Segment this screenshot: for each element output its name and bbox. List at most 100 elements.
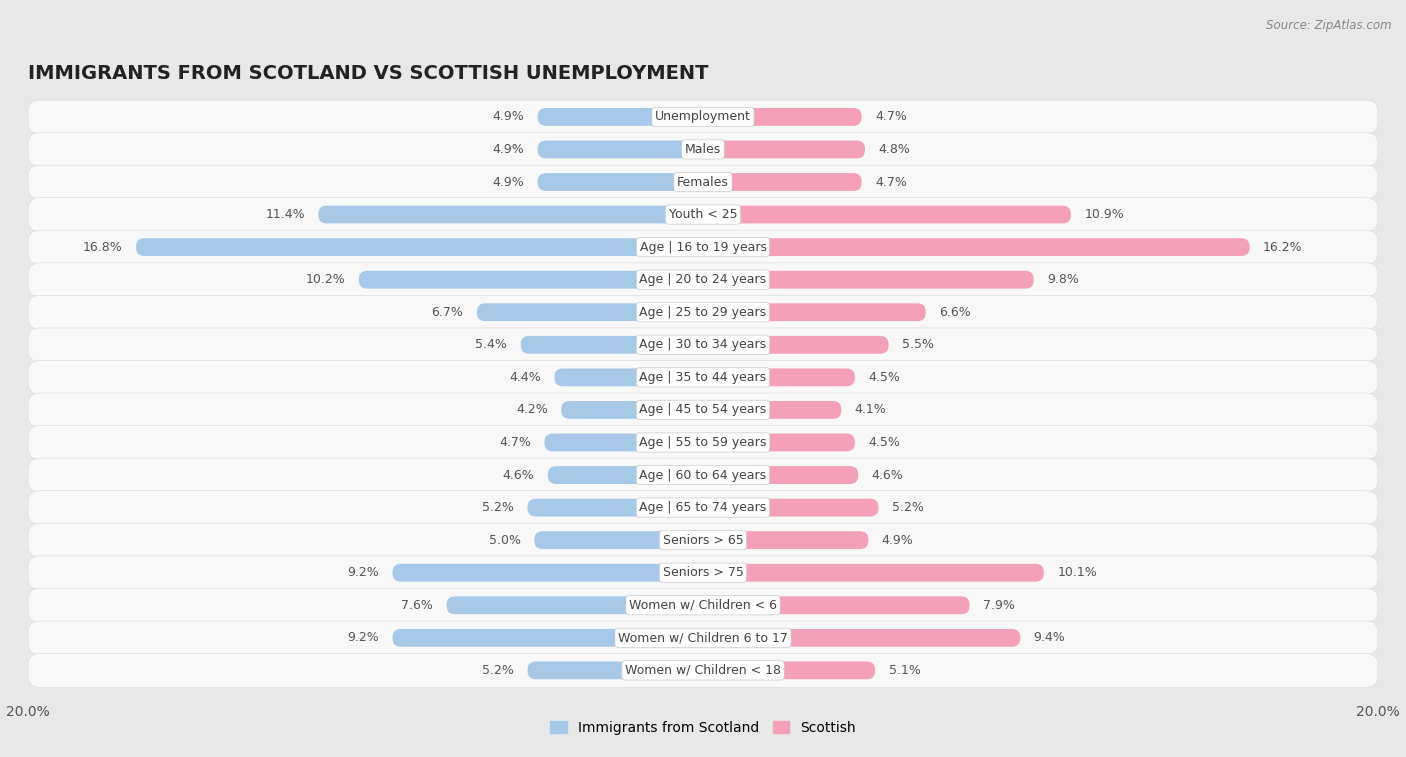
Text: 10.9%: 10.9% bbox=[1084, 208, 1123, 221]
Text: 4.1%: 4.1% bbox=[855, 403, 887, 416]
FancyBboxPatch shape bbox=[703, 173, 862, 191]
FancyBboxPatch shape bbox=[527, 499, 703, 516]
Text: 4.6%: 4.6% bbox=[502, 469, 534, 481]
FancyBboxPatch shape bbox=[28, 100, 1378, 134]
FancyBboxPatch shape bbox=[703, 434, 855, 451]
Text: Women w/ Children < 18: Women w/ Children < 18 bbox=[626, 664, 780, 677]
FancyBboxPatch shape bbox=[28, 198, 1378, 232]
FancyBboxPatch shape bbox=[703, 564, 1043, 581]
FancyBboxPatch shape bbox=[527, 662, 703, 679]
Text: 5.5%: 5.5% bbox=[903, 338, 934, 351]
FancyBboxPatch shape bbox=[28, 556, 1378, 590]
Text: 9.2%: 9.2% bbox=[347, 566, 380, 579]
Text: 16.8%: 16.8% bbox=[83, 241, 122, 254]
FancyBboxPatch shape bbox=[28, 588, 1378, 622]
Text: 4.9%: 4.9% bbox=[492, 111, 524, 123]
FancyBboxPatch shape bbox=[28, 425, 1378, 459]
FancyBboxPatch shape bbox=[703, 238, 1250, 256]
Text: Age | 60 to 64 years: Age | 60 to 64 years bbox=[640, 469, 766, 481]
Text: 5.2%: 5.2% bbox=[891, 501, 924, 514]
Text: 4.9%: 4.9% bbox=[492, 176, 524, 188]
FancyBboxPatch shape bbox=[703, 531, 869, 549]
FancyBboxPatch shape bbox=[703, 271, 1033, 288]
Text: 10.2%: 10.2% bbox=[305, 273, 346, 286]
FancyBboxPatch shape bbox=[703, 141, 865, 158]
Text: Age | 16 to 19 years: Age | 16 to 19 years bbox=[640, 241, 766, 254]
Text: 9.2%: 9.2% bbox=[347, 631, 380, 644]
FancyBboxPatch shape bbox=[392, 629, 703, 646]
FancyBboxPatch shape bbox=[136, 238, 703, 256]
FancyBboxPatch shape bbox=[447, 597, 703, 614]
FancyBboxPatch shape bbox=[28, 165, 1378, 199]
Text: Youth < 25: Youth < 25 bbox=[669, 208, 737, 221]
FancyBboxPatch shape bbox=[537, 173, 703, 191]
Text: 11.4%: 11.4% bbox=[266, 208, 305, 221]
Text: 4.8%: 4.8% bbox=[879, 143, 910, 156]
Text: 5.2%: 5.2% bbox=[482, 501, 515, 514]
Text: 4.9%: 4.9% bbox=[492, 143, 524, 156]
Text: 4.6%: 4.6% bbox=[872, 469, 904, 481]
Text: 7.6%: 7.6% bbox=[401, 599, 433, 612]
Text: Seniors > 75: Seniors > 75 bbox=[662, 566, 744, 579]
Text: 6.6%: 6.6% bbox=[939, 306, 972, 319]
FancyBboxPatch shape bbox=[703, 304, 925, 321]
FancyBboxPatch shape bbox=[548, 466, 703, 484]
FancyBboxPatch shape bbox=[28, 328, 1378, 362]
FancyBboxPatch shape bbox=[544, 434, 703, 451]
Text: Age | 45 to 54 years: Age | 45 to 54 years bbox=[640, 403, 766, 416]
FancyBboxPatch shape bbox=[537, 108, 703, 126]
FancyBboxPatch shape bbox=[703, 466, 858, 484]
FancyBboxPatch shape bbox=[554, 369, 703, 386]
FancyBboxPatch shape bbox=[703, 629, 1021, 646]
FancyBboxPatch shape bbox=[28, 621, 1378, 655]
Text: 4.5%: 4.5% bbox=[869, 371, 900, 384]
Text: IMMIGRANTS FROM SCOTLAND VS SCOTTISH UNEMPLOYMENT: IMMIGRANTS FROM SCOTLAND VS SCOTTISH UNE… bbox=[28, 64, 709, 83]
FancyBboxPatch shape bbox=[392, 564, 703, 581]
Text: 4.7%: 4.7% bbox=[875, 176, 907, 188]
Text: 4.5%: 4.5% bbox=[869, 436, 900, 449]
Text: 5.0%: 5.0% bbox=[489, 534, 520, 547]
Text: Women w/ Children < 6: Women w/ Children < 6 bbox=[628, 599, 778, 612]
FancyBboxPatch shape bbox=[703, 662, 875, 679]
Text: 4.9%: 4.9% bbox=[882, 534, 914, 547]
FancyBboxPatch shape bbox=[318, 206, 703, 223]
Text: Age | 25 to 29 years: Age | 25 to 29 years bbox=[640, 306, 766, 319]
Text: 5.2%: 5.2% bbox=[482, 664, 515, 677]
Text: Males: Males bbox=[685, 143, 721, 156]
Text: 10.1%: 10.1% bbox=[1057, 566, 1097, 579]
FancyBboxPatch shape bbox=[28, 393, 1378, 427]
Text: 5.4%: 5.4% bbox=[475, 338, 508, 351]
FancyBboxPatch shape bbox=[703, 369, 855, 386]
Text: Age | 35 to 44 years: Age | 35 to 44 years bbox=[640, 371, 766, 384]
Text: 9.4%: 9.4% bbox=[1033, 631, 1066, 644]
Text: Age | 55 to 59 years: Age | 55 to 59 years bbox=[640, 436, 766, 449]
FancyBboxPatch shape bbox=[537, 141, 703, 158]
FancyBboxPatch shape bbox=[703, 597, 970, 614]
Text: 16.2%: 16.2% bbox=[1263, 241, 1303, 254]
FancyBboxPatch shape bbox=[561, 401, 703, 419]
Text: Seniors > 65: Seniors > 65 bbox=[662, 534, 744, 547]
FancyBboxPatch shape bbox=[28, 263, 1378, 297]
Text: Women w/ Children 6 to 17: Women w/ Children 6 to 17 bbox=[619, 631, 787, 644]
Text: Unemployment: Unemployment bbox=[655, 111, 751, 123]
Text: 6.7%: 6.7% bbox=[432, 306, 464, 319]
FancyBboxPatch shape bbox=[359, 271, 703, 288]
FancyBboxPatch shape bbox=[28, 360, 1378, 394]
FancyBboxPatch shape bbox=[28, 523, 1378, 557]
FancyBboxPatch shape bbox=[534, 531, 703, 549]
FancyBboxPatch shape bbox=[703, 108, 862, 126]
Text: 4.7%: 4.7% bbox=[499, 436, 531, 449]
FancyBboxPatch shape bbox=[28, 295, 1378, 329]
FancyBboxPatch shape bbox=[520, 336, 703, 354]
Text: Age | 65 to 74 years: Age | 65 to 74 years bbox=[640, 501, 766, 514]
Text: Age | 30 to 34 years: Age | 30 to 34 years bbox=[640, 338, 766, 351]
FancyBboxPatch shape bbox=[28, 653, 1378, 687]
Text: 5.1%: 5.1% bbox=[889, 664, 921, 677]
Text: 4.7%: 4.7% bbox=[875, 111, 907, 123]
FancyBboxPatch shape bbox=[477, 304, 703, 321]
Text: 4.4%: 4.4% bbox=[509, 371, 541, 384]
FancyBboxPatch shape bbox=[28, 458, 1378, 492]
FancyBboxPatch shape bbox=[703, 206, 1071, 223]
FancyBboxPatch shape bbox=[28, 230, 1378, 264]
Text: Age | 20 to 24 years: Age | 20 to 24 years bbox=[640, 273, 766, 286]
